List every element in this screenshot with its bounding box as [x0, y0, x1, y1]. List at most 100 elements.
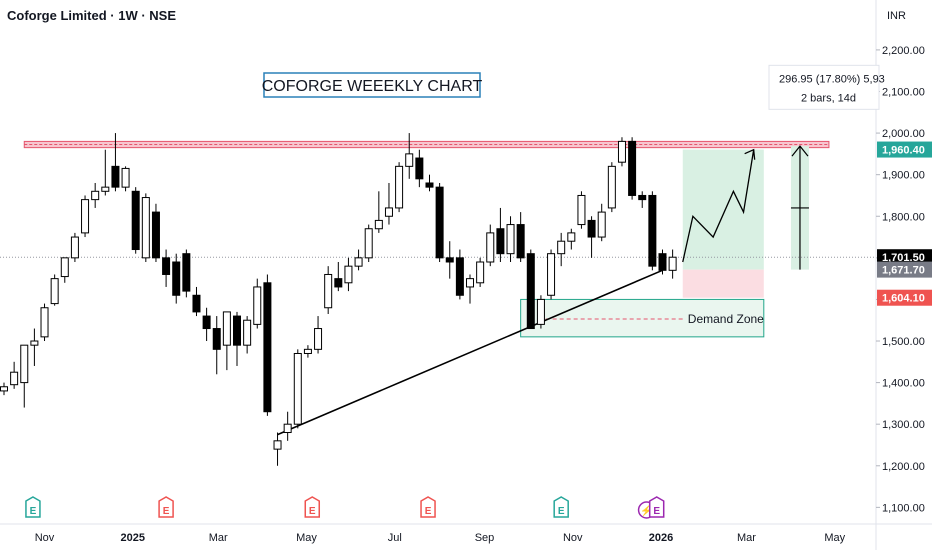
- candle-body-up: [557, 240, 566, 255]
- candle[interactable]: [192, 286, 201, 317]
- candle[interactable]: [557, 232, 566, 267]
- candle[interactable]: [425, 174, 434, 192]
- candle[interactable]: [516, 212, 525, 262]
- earnings-icon[interactable]: E: [25, 496, 41, 518]
- symbol-title[interactable]: Coforge Limited · 1W · NSE: [7, 8, 176, 23]
- candle[interactable]: [162, 249, 171, 287]
- x-tick-label: May: [296, 532, 317, 544]
- candle[interactable]: [526, 249, 535, 330]
- candle[interactable]: [506, 216, 515, 262]
- candle[interactable]: [445, 241, 454, 279]
- candle[interactable]: [658, 249, 667, 275]
- candle[interactable]: [405, 133, 414, 179]
- candle[interactable]: [638, 191, 647, 208]
- candle[interactable]: [243, 316, 252, 354]
- candle-body-down: [415, 157, 424, 180]
- candle[interactable]: [395, 162, 404, 213]
- candle-body-up: [617, 140, 626, 163]
- earnings-icon[interactable]: E: [553, 496, 569, 518]
- candle[interactable]: [141, 193, 150, 262]
- candle[interactable]: [303, 345, 312, 358]
- candle[interactable]: [324, 266, 333, 314]
- candle[interactable]: [40, 303, 49, 342]
- candle[interactable]: [354, 249, 363, 271]
- candle[interactable]: [151, 203, 160, 262]
- candle[interactable]: [253, 278, 262, 329]
- candle[interactable]: [182, 249, 191, 298]
- candle[interactable]: [384, 182, 393, 225]
- candle-body-down: [151, 211, 160, 259]
- candle[interactable]: [567, 228, 576, 250]
- currency-label[interactable]: INR: [887, 10, 906, 22]
- candle[interactable]: [435, 182, 444, 262]
- x-tick-label: Mar: [209, 532, 228, 544]
- candle[interactable]: [364, 224, 373, 262]
- candle[interactable]: [334, 262, 343, 292]
- demand-zone[interactable]: [520, 298, 765, 338]
- candle[interactable]: [172, 253, 181, 304]
- earnings-icon[interactable]: E: [420, 496, 436, 518]
- candle[interactable]: [617, 137, 626, 167]
- candle[interactable]: [91, 182, 100, 208]
- candle[interactable]: [222, 311, 231, 371]
- event-marker-label: E: [558, 506, 565, 517]
- candle[interactable]: [486, 224, 495, 267]
- candle[interactable]: [30, 328, 39, 366]
- candle-body-up: [384, 207, 393, 217]
- candle[interactable]: [344, 257, 353, 292]
- candle[interactable]: [455, 249, 464, 300]
- candle[interactable]: [233, 311, 242, 366]
- candle-body-down: [162, 257, 171, 275]
- candle[interactable]: [70, 232, 79, 262]
- candle[interactable]: [314, 316, 323, 354]
- projection-path[interactable]: [682, 149, 755, 263]
- candle[interactable]: [597, 203, 606, 242]
- candle[interactable]: [415, 149, 424, 188]
- long-position-target-zone[interactable]: [682, 149, 764, 270]
- candle-body-up: [476, 261, 485, 284]
- candle[interactable]: [81, 195, 90, 238]
- candle[interactable]: [628, 137, 637, 200]
- candle[interactable]: [587, 216, 596, 258]
- y-tick-label: 1,300.00: [882, 419, 925, 431]
- candle-body-down: [131, 190, 140, 251]
- candle-body-up: [40, 307, 49, 338]
- ascending-trendline[interactable]: [277, 269, 663, 436]
- earnings-icon[interactable]: E: [158, 496, 174, 518]
- current-price-tag: 1,701.50: [882, 252, 925, 264]
- candle[interactable]: [283, 411, 292, 441]
- candle-body-up: [344, 265, 353, 284]
- measure-arrowhead: [791, 145, 809, 157]
- target-price-tag: 1,960.40: [882, 145, 925, 157]
- long-position-stop-zone[interactable]: [682, 269, 764, 298]
- candle[interactable]: [466, 274, 475, 304]
- candle[interactable]: [101, 149, 110, 196]
- candle[interactable]: [131, 187, 140, 254]
- earnings-icon[interactable]: E: [304, 496, 321, 518]
- candle[interactable]: [496, 207, 505, 262]
- candle[interactable]: [202, 307, 211, 342]
- candle[interactable]: [577, 191, 586, 229]
- candle[interactable]: [0, 382, 8, 396]
- candle[interactable]: [374, 191, 383, 233]
- candle[interactable]: [607, 162, 616, 213]
- candle[interactable]: [293, 349, 302, 429]
- candle[interactable]: [648, 191, 657, 271]
- candle[interactable]: [476, 257, 485, 287]
- candle[interactable]: [60, 257, 69, 283]
- candle[interactable]: [111, 133, 120, 192]
- earnings-icon[interactable]: E: [648, 496, 665, 518]
- candle[interactable]: [50, 274, 59, 306]
- candle[interactable]: [263, 274, 272, 416]
- candle[interactable]: [547, 249, 556, 300]
- candle[interactable]: [273, 432, 282, 466]
- candle[interactable]: [10, 361, 19, 389]
- candle[interactable]: [536, 295, 545, 329]
- candle[interactable]: [668, 249, 677, 279]
- entry-price-tag: 1,671.70: [882, 265, 925, 277]
- candle[interactable]: [121, 166, 130, 192]
- candle[interactable]: [20, 344, 29, 408]
- candle[interactable]: [212, 316, 221, 375]
